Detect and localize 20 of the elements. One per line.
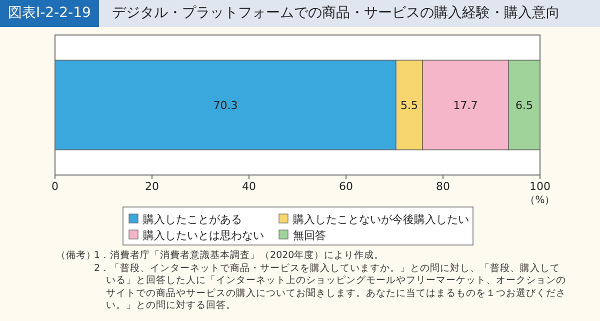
x-tick-label: 0 [52, 180, 58, 193]
chart-title: 図表Ⅰ-2-2-19 [0, 0, 99, 27]
x-tick-label: 40 [242, 180, 256, 193]
legend-label: 購入したいとは思わない [143, 229, 264, 242]
text: （備考） [56, 250, 96, 262]
x-axis-title: （%） [525, 195, 555, 206]
x-tick-label: 80 [436, 180, 450, 193]
legend-label: 無回答 [293, 229, 326, 242]
chart-subtitle: デジタル・プラットフォームでの商品・サービスの購入経験・購入意向 [112, 4, 560, 23]
data-label: 70.3 [213, 99, 238, 112]
data-label: 5.5 [400, 99, 418, 112]
data-label: 17.7 [453, 99, 478, 112]
x-tick-label: 60 [339, 180, 353, 193]
text: 2．「普段、インターネットで商品・サービスを購入していますか。」との問に対し、「普段、購入している」と回答した人に「インターネット上のショッピングモールやフリーマーケット、オークションのサイトでの商品やサービスの購入についてお聞きします。あなたに当てはまるものを１つお選びください。」との問に対する回答。 [94, 262, 566, 312]
data-label: 6.5 [515, 99, 533, 112]
x-tick-label: 20 [145, 180, 159, 193]
legend-label: 購入したことがある [143, 213, 242, 226]
legend-label: 購入したことないが今後購入したい [293, 213, 469, 226]
text: 1．消費者庁「消費者意識基本調査」（2020年度）により作成。 [94, 250, 386, 262]
x-tick-label: 100 [530, 180, 550, 193]
